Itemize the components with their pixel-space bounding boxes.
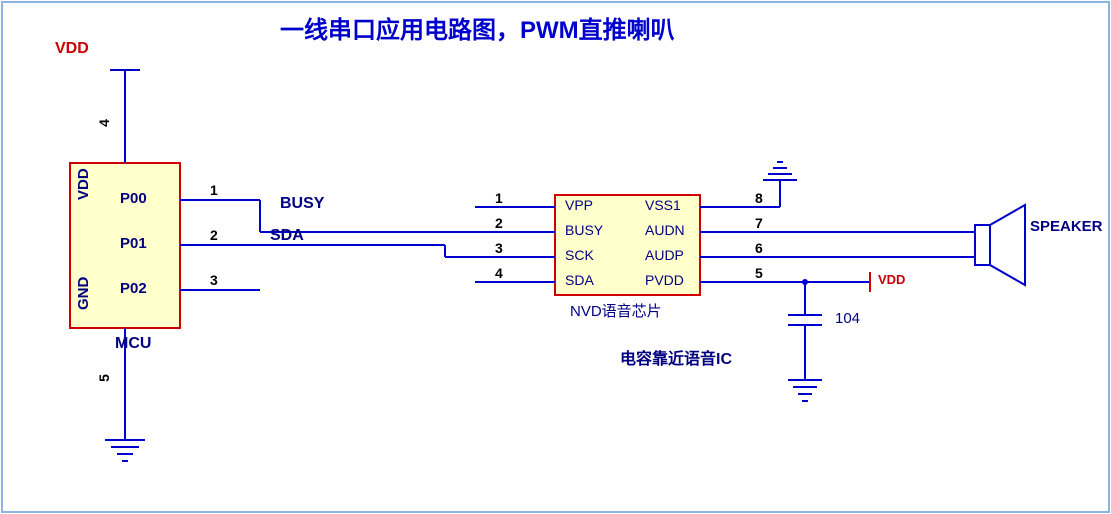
- mcu-vdd-side: VDD: [75, 168, 92, 200]
- mcu-gnd-side: GND: [75, 277, 92, 310]
- nvd-rpin4: PVDD: [645, 272, 684, 288]
- nvd-rpin3: AUDP: [645, 247, 684, 263]
- nvd-lpin3: SCK: [565, 247, 594, 263]
- mcu-pin1-num: 1: [210, 182, 218, 198]
- nvd-lpin4: SDA: [565, 272, 594, 288]
- vdd-right-label: VDD: [878, 272, 905, 287]
- cap-label: 104: [835, 310, 860, 327]
- nvd-rnum4: 5: [755, 265, 763, 281]
- nvd-lpin1: VPP: [565, 197, 593, 213]
- nvd-lnum3: 3: [495, 240, 503, 256]
- nvd-rpin2: AUDN: [645, 222, 685, 238]
- mcu-pin2-num: 2: [210, 227, 218, 243]
- nvd-name: NVD语音芯片: [570, 300, 662, 321]
- nvd-rpin1: VSS1: [645, 197, 681, 213]
- mcu-p00: P00: [120, 190, 147, 207]
- vdd-top-label: VDD: [55, 40, 89, 58]
- nvd-lnum2: 2: [495, 215, 503, 231]
- schematic-canvas: [0, 0, 1111, 514]
- mcu-pin4: 4: [96, 119, 112, 127]
- nvd-rnum3: 6: [755, 240, 763, 256]
- mcu-pin3-num: 3: [210, 272, 218, 288]
- mcu-pin5: 5: [96, 374, 112, 382]
- mcu-p02: P02: [120, 280, 147, 297]
- sda-net-label: SDA: [270, 227, 304, 245]
- nvd-lpin2: BUSY: [565, 222, 603, 238]
- nvd-rnum1: 8: [755, 190, 763, 206]
- speaker-cone: [990, 205, 1025, 285]
- diagram-title: 一线串口应用电路图，PWM直推喇叭: [280, 10, 675, 45]
- busy-net-label: BUSY: [280, 195, 324, 213]
- nvd-lnum1: 1: [495, 190, 503, 206]
- speaker-label: SPEAKER: [1030, 218, 1103, 235]
- mcu-name: MCU: [115, 335, 151, 353]
- mcu-p01: P01: [120, 235, 147, 252]
- nvd-rnum2: 7: [755, 215, 763, 231]
- cap-note: 电容靠近语音IC: [620, 345, 732, 369]
- nvd-lnum4: 4: [495, 265, 503, 281]
- speaker-box: [975, 225, 990, 265]
